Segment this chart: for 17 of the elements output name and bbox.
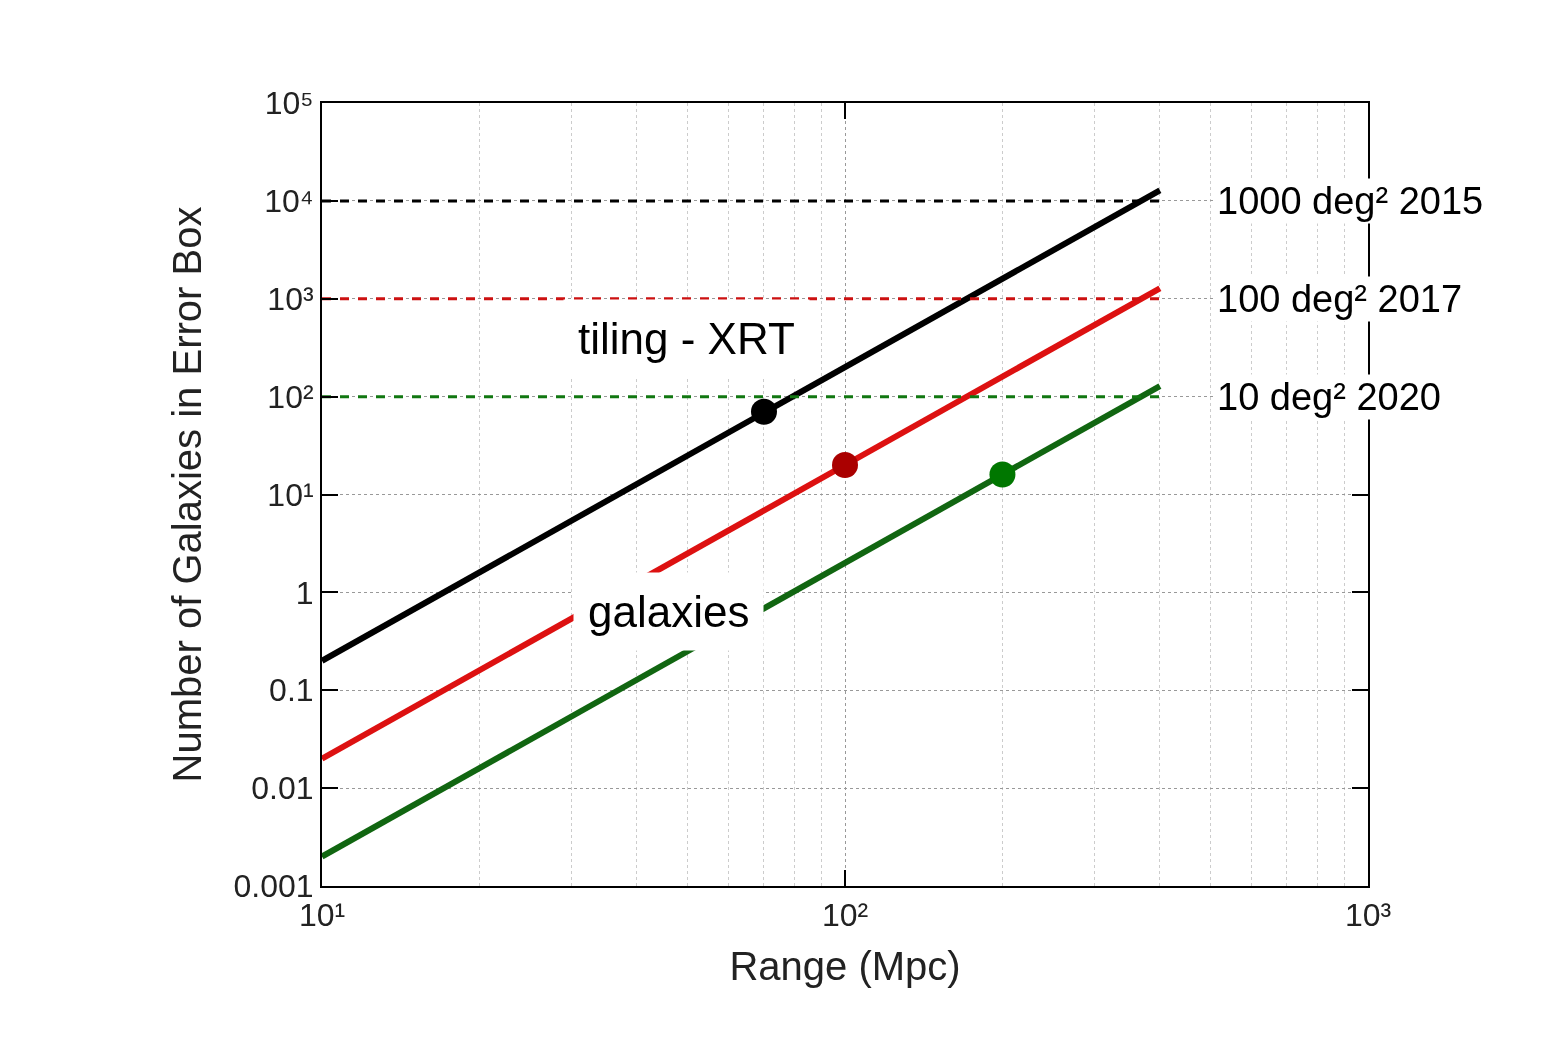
y-tick-label: 10⁴ — [264, 183, 314, 220]
y-tick-label: 10⁵ — [264, 85, 314, 122]
series-label: 1000 deg² 2015 — [1217, 180, 1484, 222]
annotation: galaxies — [588, 587, 750, 636]
y-tick-label: 1 — [295, 574, 314, 611]
x-axis-title: Range (Mpc) — [729, 944, 961, 989]
y-tick-label: 10² — [267, 378, 314, 415]
y-tick-label: 10³ — [267, 280, 314, 317]
y-tick-label: 0.01 — [251, 770, 314, 807]
series-label: 10 deg² 2020 — [1217, 376, 1441, 418]
series-label: 100 deg² 2017 — [1217, 278, 1463, 320]
y-tick-label: 10¹ — [267, 476, 314, 513]
y-axis-title: Number of Galaxies in Error Box — [164, 206, 209, 783]
x-tick-label: 10³ — [1344, 897, 1392, 934]
x-tick-label: 10² — [821, 897, 869, 934]
y-tick-label: 0.1 — [269, 672, 314, 709]
annotation: tiling - XRT — [578, 314, 795, 363]
